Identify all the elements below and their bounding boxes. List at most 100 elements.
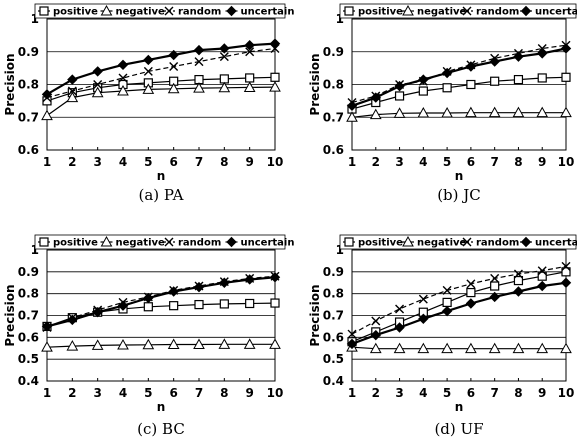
legend-box	[339, 3, 577, 19]
data-point	[347, 329, 357, 339]
data-point	[194, 299, 204, 310]
series-line	[46, 47, 276, 99]
series-line	[351, 112, 566, 118]
y-tick-label: 0.7	[323, 110, 344, 124]
x-tick-label: 7	[195, 155, 203, 169]
data-point	[142, 338, 155, 350]
y-tick-label: 0.6	[18, 143, 39, 157]
series-line	[46, 86, 276, 117]
data-point	[243, 338, 256, 349]
series-line	[46, 42, 276, 96]
y-tick-label: 0.9	[323, 265, 344, 279]
series-uncertain	[346, 43, 572, 111]
data-point	[490, 76, 500, 86]
x-tick-label: 6	[169, 386, 177, 400]
legend-label: positive	[53, 238, 98, 249]
data-point	[418, 294, 428, 304]
data-point	[418, 313, 429, 324]
data-point	[243, 81, 256, 92]
legend-label: uncertain	[535, 7, 577, 18]
x-tick-label: 5	[443, 386, 451, 400]
series-line	[351, 271, 567, 343]
panel-caption: (d) UF	[434, 420, 483, 438]
legend-label: random	[476, 7, 519, 18]
data-point	[394, 322, 405, 333]
data-point	[219, 277, 230, 288]
data-point	[370, 92, 381, 103]
legend: positive negative random uncertain	[339, 3, 577, 19]
data-point	[244, 274, 255, 285]
series-random	[347, 261, 571, 339]
data-point	[561, 261, 571, 271]
data-point	[560, 106, 572, 118]
x-axis-label: n	[455, 400, 464, 414]
y-tick-label: 1	[336, 243, 344, 257]
series-line	[46, 276, 276, 328]
legend-marker	[344, 237, 354, 247]
series-positive	[347, 72, 571, 114]
data-point	[168, 49, 179, 61]
legend-label: positive	[53, 7, 98, 18]
panel-caption: (c) BC	[137, 420, 185, 438]
data-point	[513, 269, 523, 279]
series-line	[351, 265, 567, 335]
x-tick-label: 8	[514, 155, 522, 169]
legend-label: negative	[417, 238, 467, 249]
data-point	[117, 300, 129, 311]
legend-marker	[462, 237, 472, 247]
x-tick-label: 6	[467, 155, 475, 169]
legend: positive negative random uncertain	[34, 234, 294, 250]
data-point	[118, 73, 128, 83]
y-tick-label: 0.8	[323, 78, 344, 92]
x-tick-label: 6	[169, 155, 177, 169]
data-point	[371, 316, 381, 326]
data-point	[394, 80, 405, 92]
x-tick-label: 8	[220, 155, 228, 169]
plot-frame	[351, 18, 567, 151]
legend-marker	[100, 4, 113, 16]
x-tick-label: 4	[119, 155, 127, 169]
y-axis-label: Precision	[3, 53, 17, 115]
legend-marker	[344, 6, 354, 16]
data-point	[219, 43, 230, 54]
x-tick-label: 6	[467, 386, 475, 400]
data-point	[489, 291, 500, 303]
data-point	[561, 267, 571, 277]
y-tick-label: 0.8	[18, 287, 39, 301]
data-point	[167, 82, 180, 94]
x-tick-label: 2	[372, 155, 380, 169]
x-tick-label: 9	[538, 155, 546, 169]
data-point	[441, 67, 453, 79]
data-point	[537, 48, 548, 59]
data-point	[441, 342, 453, 354]
data-point	[370, 329, 381, 341]
data-point	[560, 277, 572, 288]
data-point	[167, 338, 180, 350]
legend-box	[339, 234, 577, 250]
x-tick-label: 10	[267, 386, 284, 400]
data-point	[394, 91, 405, 101]
legend-box	[34, 234, 286, 250]
series-line	[351, 281, 567, 345]
x-tick-label: 4	[119, 386, 127, 400]
data-point	[117, 59, 129, 71]
series-negative	[346, 106, 572, 122]
data-point	[512, 342, 525, 354]
data-point	[169, 301, 179, 311]
legend-label: positive	[358, 7, 403, 18]
data-point	[418, 86, 428, 96]
y-tick-label: 0.6	[323, 330, 344, 344]
data-point	[91, 339, 104, 350]
legend-marker	[100, 235, 113, 247]
legend-label: negative	[116, 238, 166, 249]
data-point	[537, 271, 547, 281]
data-point	[441, 106, 453, 118]
legend-marker	[226, 5, 237, 17]
data-point	[489, 56, 500, 67]
data-point	[245, 298, 255, 309]
data-point	[142, 83, 155, 94]
legend-marker	[462, 6, 472, 16]
series-line	[46, 76, 276, 102]
data-point	[245, 47, 255, 57]
